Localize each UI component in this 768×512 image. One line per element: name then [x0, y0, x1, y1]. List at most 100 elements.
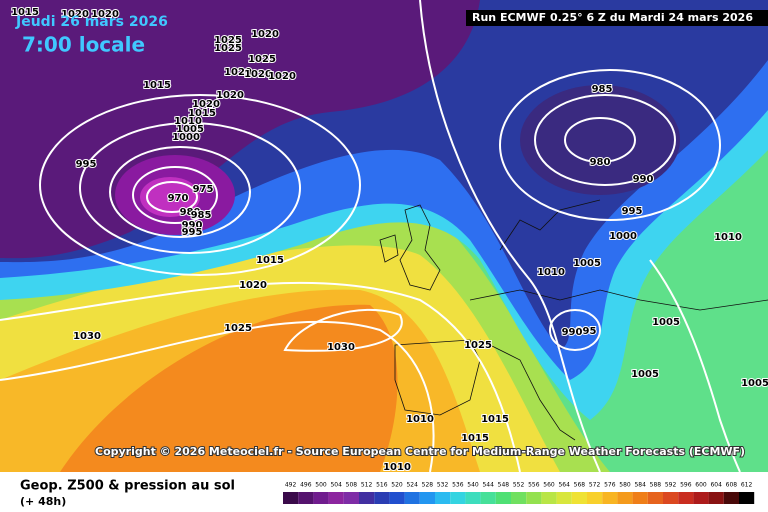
run-box [466, 10, 768, 26]
copyright: Copyright © 2026 Meteociel.fr - Source E… [95, 445, 745, 458]
scale-label: 548 [498, 482, 510, 489]
isobar-label: 1020 [224, 67, 252, 78]
scale-swatch [693, 492, 709, 504]
scale-label: 580 [619, 482, 631, 489]
run-info: Run ECMWF 0.25° 6 Z du Mardi 24 mars 202… [472, 11, 753, 24]
scale-swatch [298, 492, 314, 504]
isobar-label: 1020 [91, 9, 119, 20]
forecast-time: 7:00 locale [22, 33, 145, 57]
scale-label: 612 [741, 482, 753, 489]
isobar-label: 1005 [652, 317, 680, 328]
color-scale: 492 496 500 504 508 512 516 520 524 528 532 536 540 5… [283, 482, 755, 504]
scale-label: 540 [467, 482, 479, 489]
scale-swatch [343, 492, 359, 504]
isobar-label: 1020 [61, 9, 89, 20]
footer-title: Geop. Z500 & pression au sol [20, 479, 235, 494]
isobar-label: 1010 [406, 414, 434, 425]
scale-swatch [404, 492, 420, 504]
coastlines [379, 199, 768, 441]
isobar-label: 1020 [192, 99, 220, 110]
isobar-label: 1010 [383, 462, 411, 473]
scale-swatch [526, 492, 542, 504]
isobar-label: 1020 [216, 90, 244, 101]
scale-label: 560 [543, 482, 555, 489]
scale-label: 544 [482, 482, 494, 489]
scale-swatch [374, 492, 390, 504]
isobar-label: 970 [168, 193, 189, 204]
isobar-label: 985 [191, 210, 212, 221]
scale-label: 536 [452, 482, 464, 489]
scale-swatch [328, 492, 344, 504]
scale-swatch [647, 492, 663, 504]
scale-label: 596 [680, 482, 692, 489]
isobar-label: 1020 [251, 29, 279, 40]
scale-swatch [708, 492, 724, 504]
isobar-label: 1015 [461, 433, 489, 444]
scale-label: 584 [634, 482, 646, 489]
scale-swatch [435, 492, 451, 504]
scale-label: 572 [589, 482, 601, 489]
isobar-label: 1005 [573, 258, 601, 269]
scale-swatch [723, 492, 739, 504]
isobar-label: 985 [592, 84, 613, 95]
scale-swatch [663, 492, 679, 504]
isobar-label: 1000 [172, 132, 200, 143]
isobar-label: 1005 [176, 124, 204, 135]
scale-label: 592 [665, 482, 677, 489]
isobar-label: 1015 [143, 80, 171, 91]
isobar-label: 990 [182, 220, 203, 231]
isobar-label: 1025 [214, 35, 242, 46]
isobar-label: 1015 [481, 414, 509, 425]
isobar-label: 1020 [244, 69, 272, 80]
isobar-label: 1010 [537, 267, 565, 278]
isobar-label: 1025 [464, 340, 492, 351]
isobar-label: 1025 [224, 323, 252, 334]
scale-swatch [739, 492, 755, 504]
scale-swatch [678, 492, 694, 504]
isobar-label: 1015 [256, 255, 284, 266]
scale-label: 492 [285, 482, 297, 489]
isobar-label: 995 [182, 227, 203, 238]
scale-swatch [617, 492, 633, 504]
footer-lead: (+ 48h) [20, 495, 66, 508]
isobar-label: 995 [576, 326, 597, 337]
isobar-label: 1025 [214, 43, 242, 54]
isobar-label: 1010 [174, 116, 202, 127]
scale-swatch [587, 492, 603, 504]
isobar-label: 1030 [73, 331, 101, 342]
scale-label: 508 [346, 482, 358, 489]
scale-swatch [495, 492, 511, 504]
isobar-label: 1000 [609, 231, 637, 242]
scale-label: 512 [361, 482, 373, 489]
isobar-label: 980 [180, 207, 201, 218]
scale-swatch [602, 492, 618, 504]
isobar-label: 1015 [11, 7, 39, 18]
isobar-label: 1030 [327, 342, 355, 353]
scale-swatch [556, 492, 572, 504]
scale-swatch [571, 492, 587, 504]
isobars [0, 0, 741, 473]
isobar-label: 1005 [741, 378, 768, 389]
isobar-label: 990 [562, 327, 583, 338]
scale-swatch [465, 492, 481, 504]
scale-swatch [359, 492, 375, 504]
isobar-label: 995 [76, 159, 97, 170]
scale-swatch [313, 492, 329, 504]
scale-label: 500 [315, 482, 327, 489]
scale-label: 564 [558, 482, 570, 489]
isobar-label: 1010 [714, 232, 742, 243]
scale-swatch [511, 492, 527, 504]
isobar-label: 1015 [188, 108, 216, 119]
isobar-label: 1005 [631, 369, 659, 380]
isobar-label: 1025 [248, 54, 276, 65]
scale-label: 504 [330, 482, 342, 489]
scale-label: 552 [513, 482, 525, 489]
scale-swatch [389, 492, 405, 504]
scale-label: 568 [574, 482, 586, 489]
isobar-label: 1020 [268, 71, 296, 82]
forecast-date: Jeudi 26 mars 2026 [15, 14, 168, 30]
isobar-label: 980 [590, 157, 611, 168]
scale-label: 588 [650, 482, 662, 489]
